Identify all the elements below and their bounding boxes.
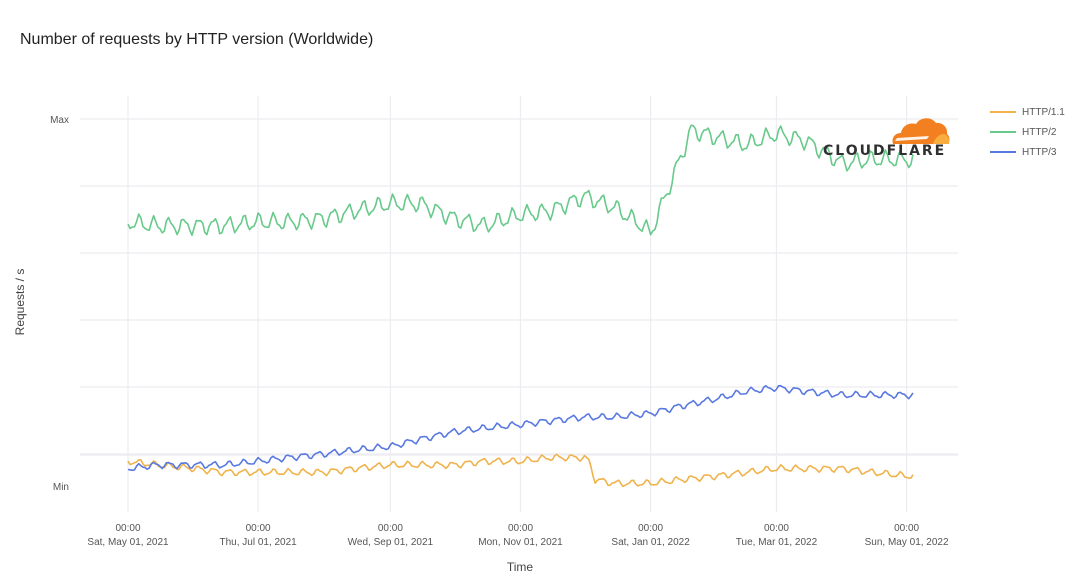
legend-item-http3[interactable]: HTTP/3 [990, 142, 1065, 162]
series-line-http2[interactable] [127, 124, 914, 237]
x-tick-date: Tue, Mar 01, 2022 [736, 537, 818, 548]
legend-label-http11: HTTP/1.1 [1022, 106, 1065, 118]
x-tick-date: Sat, May 01, 2021 [87, 537, 169, 548]
x-tick-time: 00:00 [638, 523, 663, 534]
x-tick-date: Wed, Sep 01, 2021 [348, 537, 434, 548]
series-line-http3[interactable] [127, 384, 914, 472]
x-tick-date: Thu, Jul 01, 2021 [219, 537, 297, 548]
x-tick-time: 00:00 [115, 523, 140, 534]
legend-item-http11[interactable]: HTTP/1.1 [990, 102, 1065, 122]
y-tick-max: Max [50, 115, 69, 126]
y-tick-min: Min [53, 482, 69, 493]
x-tick-time: 00:00 [246, 523, 271, 534]
legend-swatch-http3 [990, 151, 1016, 153]
logo-text: CLOUDFLARE [823, 143, 947, 159]
x-tick-time: 00:00 [764, 523, 789, 534]
chart-title: Number of requests by HTTP version (Worl… [20, 31, 374, 48]
x-tick-date: Sat, Jan 01, 2022 [611, 537, 690, 548]
series-layer [127, 124, 914, 488]
x-tick-time: 00:00 [894, 523, 919, 534]
x-tick-time: 00:00 [378, 523, 403, 534]
x-tick-date: Sun, May 01, 2022 [865, 537, 949, 548]
series-line-http11[interactable] [127, 453, 914, 488]
axis-ticks: 00:00 Sat, May 01, 2021 00:00 Thu, Jul 01, … [50, 115, 949, 548]
legend-label-http3: HTTP/3 [1022, 146, 1057, 158]
x-tick-time: 00:00 [508, 523, 533, 534]
legend-swatch-http2 [990, 131, 1016, 133]
cloud-icon [892, 118, 950, 144]
y-axis-title: Requests / s [13, 269, 27, 336]
cloudflare-logo: CLOUDFLARE [823, 114, 953, 160]
legend: HTTP/1.1 HTTP/2 HTTP/3 [990, 102, 1065, 162]
x-axis-title: Time [507, 560, 534, 574]
legend-swatch-http11 [990, 111, 1016, 113]
legend-label-http2: HTTP/2 [1022, 126, 1057, 138]
grid [80, 96, 958, 512]
x-tick-date: Mon, Nov 01, 2021 [478, 537, 563, 548]
legend-item-http2[interactable]: HTTP/2 [990, 122, 1065, 142]
